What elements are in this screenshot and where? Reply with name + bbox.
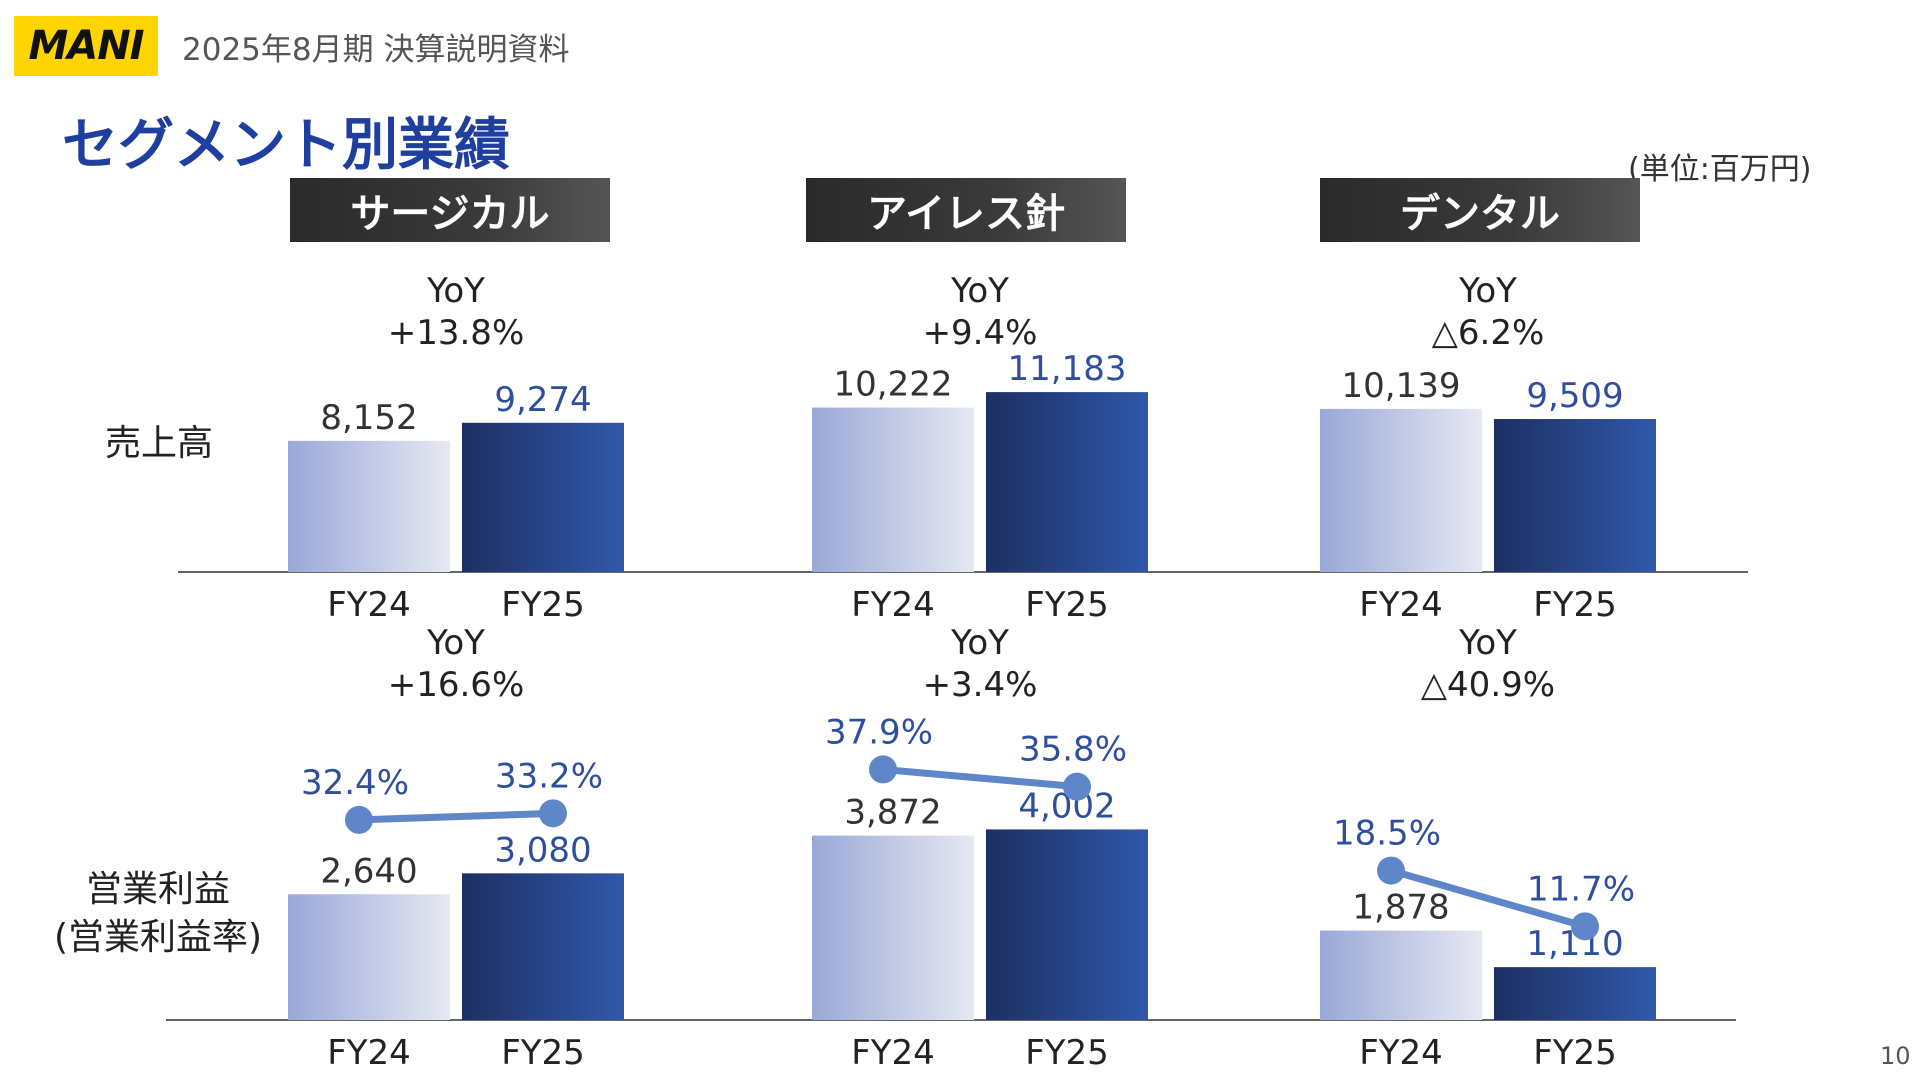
- segment-header-dental: デンタル: [1320, 178, 1640, 242]
- margin-label-eyeless-needle-fy25: 35.8%: [1019, 730, 1127, 770]
- sales-yoy-label-eyeless-needle: YoY: [950, 271, 1009, 311]
- margin-label-surgical-fy25: 33.2%: [495, 756, 603, 796]
- sales-yoy-value-eyeless-needle: +9.4%: [923, 313, 1038, 353]
- sales-yoy-label-dental: YoY: [1458, 271, 1517, 311]
- margin-point-dental-fy24: [1377, 856, 1405, 885]
- margin-label-dental-fy24: 18.5%: [1333, 814, 1441, 854]
- profit-bar-eyeless-needle-fy24: [812, 835, 974, 1020]
- profit-yoy-value-eyeless-needle: +3.4%: [923, 665, 1038, 705]
- profit-value-label-surgical-fy24: 2,640: [320, 851, 417, 891]
- margin-line-surgical: [358, 809, 554, 824]
- margin-point-surgical-fy25: [539, 799, 567, 828]
- page-number: 10: [1880, 1042, 1911, 1070]
- profit-value-label-dental-fy24: 1,878: [1352, 888, 1449, 928]
- page-title: セグメント別業績: [62, 113, 510, 178]
- logo-text: MANI: [28, 23, 144, 69]
- segment-header-surgical: サージカル: [290, 178, 610, 242]
- margin-point-surgical-fy24: [345, 805, 373, 834]
- margin-point-eyeless-needle-fy25: [1063, 772, 1091, 801]
- profit-yoy-label-surgical: YoY: [426, 623, 485, 663]
- profit-category-label-dental-fy24: FY24: [1359, 1033, 1443, 1073]
- margin-label-eyeless-needle-fy24: 37.9%: [825, 712, 933, 752]
- profit-category-label-dental-fy25: FY25: [1533, 1033, 1617, 1073]
- unit-label: (単位:百万円): [1628, 152, 1812, 187]
- sales-category-label-dental-fy25: FY25: [1533, 585, 1617, 625]
- profit-yoy-label-dental: YoY: [1458, 623, 1517, 663]
- profit-category-label-eyeless-needle-fy25: FY25: [1025, 1033, 1109, 1073]
- document-title: 2025年8月期 決算説明資料: [182, 32, 570, 68]
- sales-category-label-dental-fy24: FY24: [1359, 585, 1443, 625]
- profit-category-label-surgical-fy25: FY25: [501, 1033, 585, 1073]
- margin-line-dental: [1390, 867, 1586, 930]
- profit-bar-surgical-fy24: [288, 894, 450, 1020]
- profit-bar-eyeless-needle-fy25: [986, 829, 1148, 1020]
- margin-point-eyeless-needle-fy24: [869, 755, 897, 784]
- sales-value-label-surgical-fy24: 8,152: [320, 398, 417, 438]
- row-label-sales: 売上高: [104, 423, 213, 464]
- sales-bar-dental-fy24: [1320, 408, 1482, 572]
- margin-label-dental-fy25: 11.7%: [1527, 869, 1635, 909]
- profit-yoy-value-surgical: +16.6%: [388, 665, 525, 705]
- sales-value-label-surgical-fy25: 9,274: [494, 380, 591, 420]
- profit-yoy-value-dental: △40.9%: [1421, 665, 1555, 705]
- profit-category-label-eyeless-needle-fy24: FY24: [851, 1033, 935, 1073]
- sales-value-label-eyeless-needle-fy24: 10,222: [834, 365, 953, 405]
- sales-bar-dental-fy25: [1494, 419, 1656, 572]
- company-logo: MANI: [14, 16, 158, 76]
- profit-value-label-surgical-fy25: 3,080: [494, 830, 591, 870]
- sales-bar-eyeless-needle-fy24: [812, 407, 974, 572]
- sales-bar-surgical-fy25: [462, 422, 624, 572]
- margin-point-dental-fy25: [1571, 912, 1599, 941]
- sales-category-label-eyeless-needle-fy24: FY24: [851, 585, 935, 625]
- profit-bar-dental-fy24: [1320, 930, 1482, 1020]
- profit-bar-dental-fy25: [1494, 967, 1656, 1020]
- sales-yoy-value-dental: △6.2%: [1432, 313, 1545, 353]
- row-label-operating-margin: (営業利益率): [53, 917, 263, 958]
- segment-header-eyeless-needle: アイレス針: [806, 178, 1126, 242]
- profit-yoy-label-eyeless-needle: YoY: [950, 623, 1009, 663]
- sales-value-label-dental-fy25: 9,509: [1526, 376, 1623, 416]
- sales-category-label-surgical-fy24: FY24: [327, 585, 411, 625]
- sales-value-label-dental-fy24: 10,139: [1342, 366, 1461, 406]
- margin-label-surgical-fy24: 32.4%: [301, 763, 409, 803]
- profit-value-label-eyeless-needle-fy24: 3,872: [844, 793, 941, 833]
- sales-yoy-label-surgical: YoY: [426, 271, 485, 311]
- sales-bar-surgical-fy24: [288, 440, 450, 572]
- row-label-operating-profit: 営業利益: [85, 869, 230, 910]
- sales-yoy-value-surgical: +13.8%: [388, 313, 525, 353]
- profit-category-label-surgical-fy24: FY24: [327, 1033, 411, 1073]
- sales-category-label-eyeless-needle-fy25: FY25: [1025, 585, 1109, 625]
- sales-category-label-surgical-fy25: FY25: [501, 585, 585, 625]
- sales-bar-eyeless-needle-fy25: [986, 392, 1148, 572]
- margin-line-eyeless-needle: [882, 765, 1078, 791]
- profit-bar-surgical-fy25: [462, 873, 624, 1020]
- sales-value-label-eyeless-needle-fy25: 11,183: [1008, 349, 1127, 389]
